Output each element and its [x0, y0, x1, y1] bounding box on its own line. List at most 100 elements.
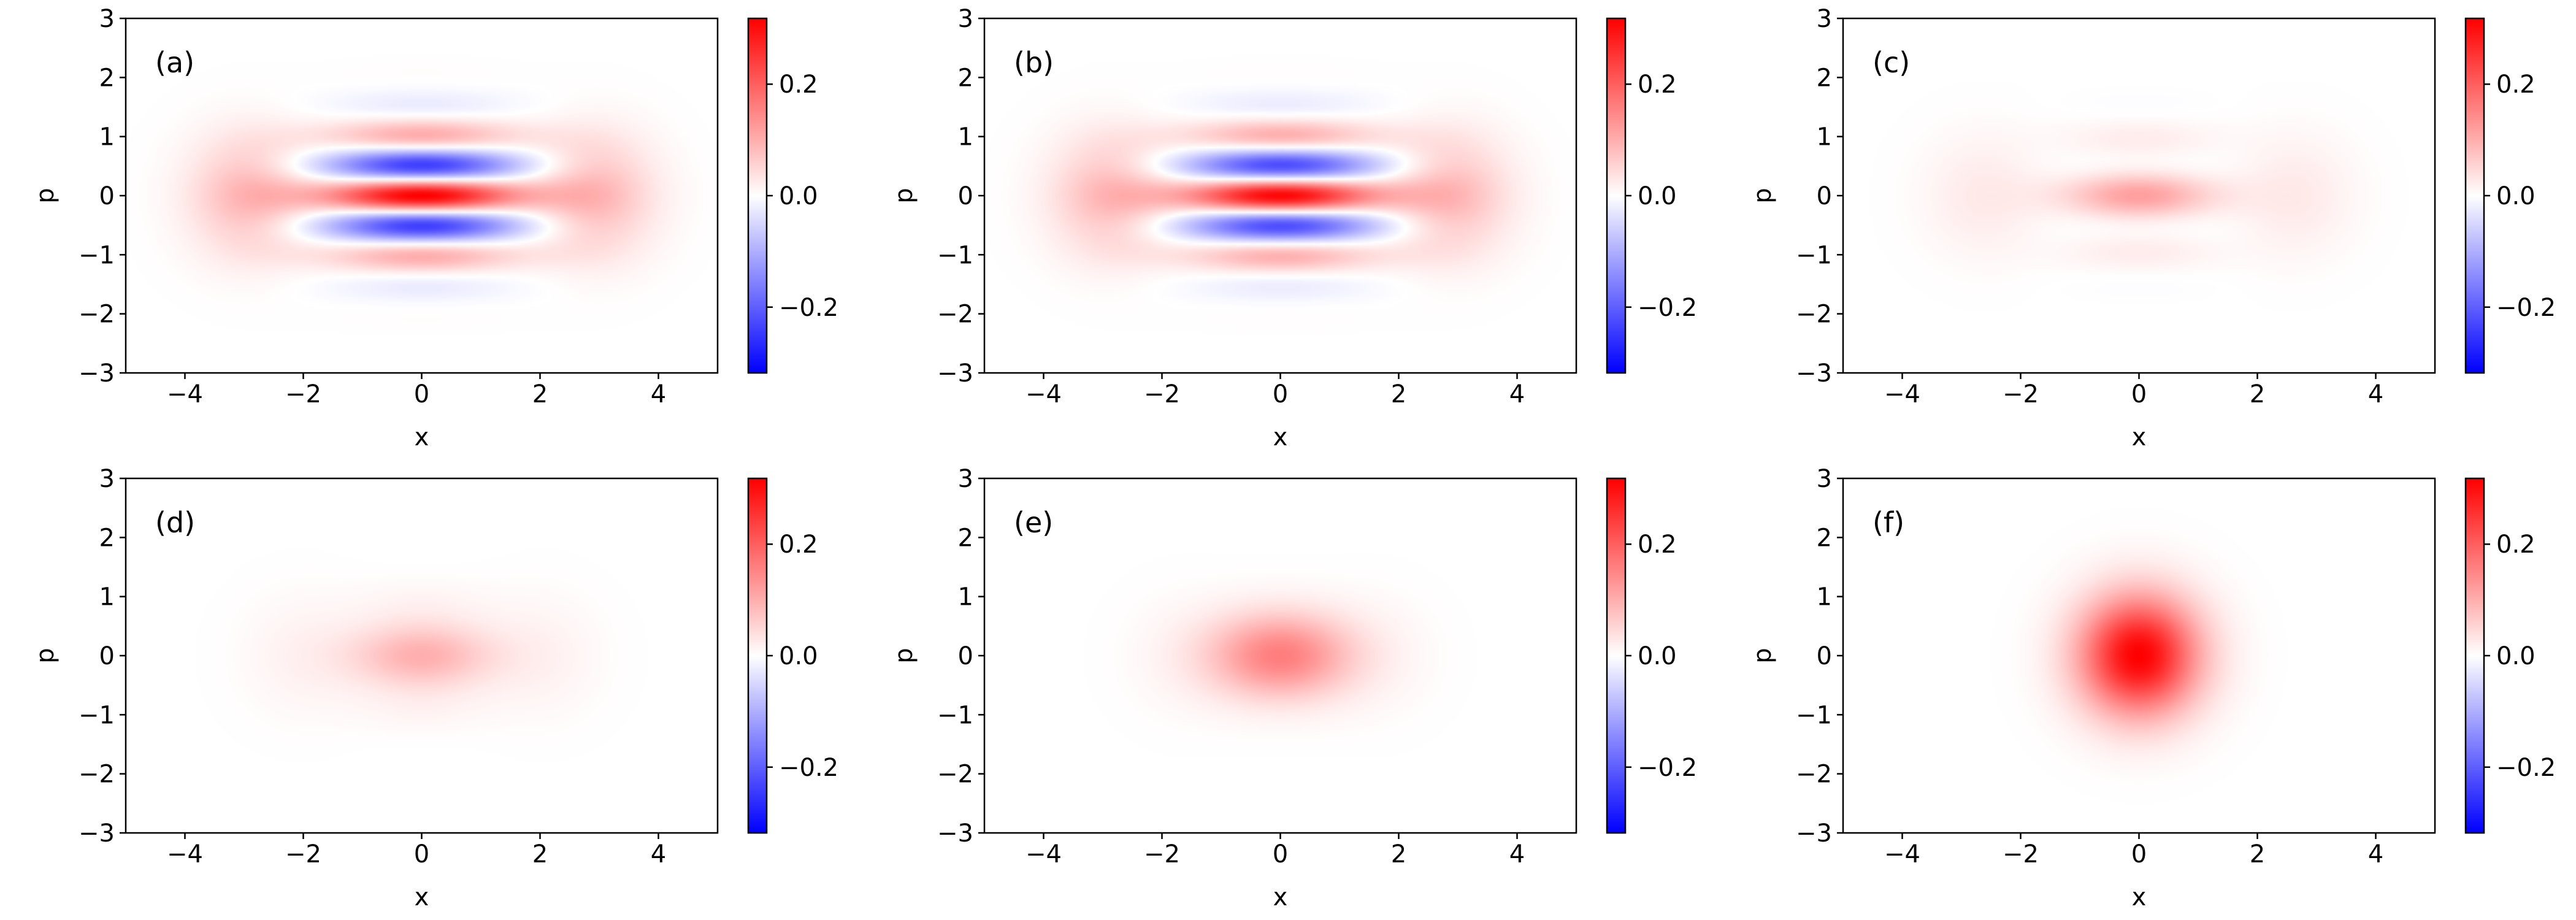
y-tick-label: 3: [99, 5, 115, 33]
x-tick-label: −2: [1144, 380, 1180, 408]
x-tick-label: 0: [2131, 840, 2147, 868]
y-tick-label: −2: [79, 761, 115, 789]
x-tick-label: 2: [532, 840, 548, 868]
heatmap-image: [1843, 478, 2435, 833]
y-axis-label: p: [890, 188, 918, 203]
x-tick-label: −4: [1025, 380, 1062, 408]
y-tick-label: 2: [1817, 524, 1832, 552]
y-tick-label: −1: [937, 241, 973, 269]
y-tick-label: 1: [958, 123, 973, 151]
x-axis-label: x: [2132, 423, 2147, 451]
y-tick-label: −2: [1796, 761, 1832, 789]
colorbar-tick-label: 0.0: [779, 182, 818, 210]
panel-b: −4 −2 0 2 4 −3 −2 −1 0 1 2 3 x p (b) −0.2 0.0 0.2: [890, 5, 1697, 451]
x-tick-label: −4: [1884, 840, 1920, 868]
colorbar-tick-label: 0.2: [2496, 531, 2536, 559]
colorbar: −0.2 0.0 0.2: [2464, 17, 2556, 374]
y-tick-label: 0: [1817, 642, 1832, 670]
x-tick-label: −4: [1884, 380, 1920, 408]
y-tick-label: −3: [937, 819, 973, 848]
y-axis-label: p: [1749, 188, 1777, 203]
x-tick-label: 4: [651, 840, 666, 868]
y-tick-label: 0: [958, 642, 973, 670]
colorbar-tick-label: 0.2: [2496, 71, 2536, 99]
x-tick-label: 0: [1273, 840, 1288, 868]
colorbar-tick-label: 0.0: [2496, 642, 2536, 670]
x-tick-label: 4: [651, 380, 666, 408]
x-axis-label: x: [2132, 883, 2147, 911]
x-tick-label: 2: [1391, 380, 1406, 408]
colorbar: −0.2 0.0 0.2: [2464, 477, 2556, 834]
y-axis-label: p: [31, 648, 59, 663]
x-tick-label: 2: [1391, 840, 1406, 868]
y-tick-label: 1: [958, 583, 973, 611]
colorbar: −0.2 0.0 0.2: [747, 477, 838, 834]
colorbar: −0.2 0.0 0.2: [1606, 477, 1697, 834]
y-tick-label: −2: [1796, 301, 1832, 329]
y-tick-label: −1: [1796, 701, 1832, 729]
y-axis-label: p: [31, 188, 59, 203]
colorbar-tick-label: −0.2: [779, 754, 838, 782]
x-tick-label: 0: [1273, 380, 1288, 408]
x-axis-label: x: [1273, 423, 1288, 451]
x-tick-label: 4: [2368, 840, 2383, 868]
y-tick-label: 2: [958, 64, 973, 92]
panel-label: (c): [1873, 46, 1910, 79]
panel-label: (b): [1014, 46, 1054, 79]
colorbar-tick-label: 0.2: [779, 531, 818, 559]
y-tick-label: 3: [99, 465, 115, 493]
colorbar-tick-label: 0.0: [1638, 642, 1677, 670]
x-tick-label: −4: [167, 840, 203, 868]
y-tick-label: 2: [1817, 64, 1832, 92]
y-tick-label: −3: [79, 819, 115, 848]
y-tick-label: −1: [937, 701, 973, 729]
x-axis-label: x: [1273, 883, 1288, 911]
panel-c: −4 −2 0 2 4 −3 −2 −1 0 1 2 3 x p (c) −0.2 0.0 0.2: [1749, 5, 2556, 451]
x-tick-label: −2: [1144, 840, 1180, 868]
colorbar-gradient: [1607, 18, 1625, 373]
panel-label: (f): [1873, 506, 1904, 539]
y-tick-label: −1: [1796, 241, 1832, 269]
colorbar-gradient: [1607, 478, 1625, 833]
x-tick-label: 4: [2368, 380, 2383, 408]
x-tick-label: 2: [2250, 380, 2265, 408]
colorbar: −0.2 0.0 0.2: [1606, 17, 1697, 374]
panel-label: (d): [155, 506, 195, 539]
panel-label: (a): [155, 46, 194, 79]
colorbar-gradient: [748, 478, 767, 833]
x-axis-label: x: [415, 883, 429, 911]
x-tick-label: 0: [414, 840, 429, 868]
panel-label: (e): [1014, 506, 1053, 539]
y-tick-label: 2: [99, 524, 115, 552]
colorbar-tick-label: −0.2: [779, 294, 838, 322]
heatmap-image: [126, 18, 718, 373]
y-tick-label: 1: [1817, 123, 1832, 151]
colorbar-tick-label: −0.2: [1638, 754, 1697, 782]
y-tick-label: −2: [937, 761, 973, 789]
y-tick-label: 3: [958, 5, 973, 33]
colorbar-tick-label: 0.2: [1638, 71, 1677, 99]
colorbar-tick-label: 0.2: [779, 71, 818, 99]
colorbar-tick-label: 0.0: [1638, 182, 1677, 210]
colorbar-tick-label: −0.2: [2496, 294, 2556, 322]
colorbar-tick-label: −0.2: [2496, 754, 2556, 782]
x-tick-label: 0: [2131, 380, 2147, 408]
y-tick-label: −2: [937, 301, 973, 329]
colorbar-tick-label: −0.2: [1638, 294, 1697, 322]
colorbar-tick-label: 0.0: [779, 642, 818, 670]
x-tick-label: 4: [1509, 380, 1525, 408]
y-tick-label: −3: [937, 359, 973, 388]
x-tick-label: −4: [1025, 840, 1062, 868]
heatmap-image: [984, 18, 1576, 373]
x-tick-label: −2: [285, 380, 321, 408]
y-tick-label: 1: [99, 583, 115, 611]
heatmap-image: [1843, 18, 2435, 373]
colorbar-gradient: [2466, 478, 2484, 833]
colorbar-tick-label: 0.0: [2496, 182, 2536, 210]
y-tick-label: 3: [958, 465, 973, 493]
y-tick-label: 1: [99, 123, 115, 151]
colorbar-gradient: [2466, 18, 2484, 373]
colorbar-gradient: [748, 18, 767, 373]
x-tick-label: 2: [2250, 840, 2265, 868]
y-tick-label: 3: [1817, 5, 1832, 33]
